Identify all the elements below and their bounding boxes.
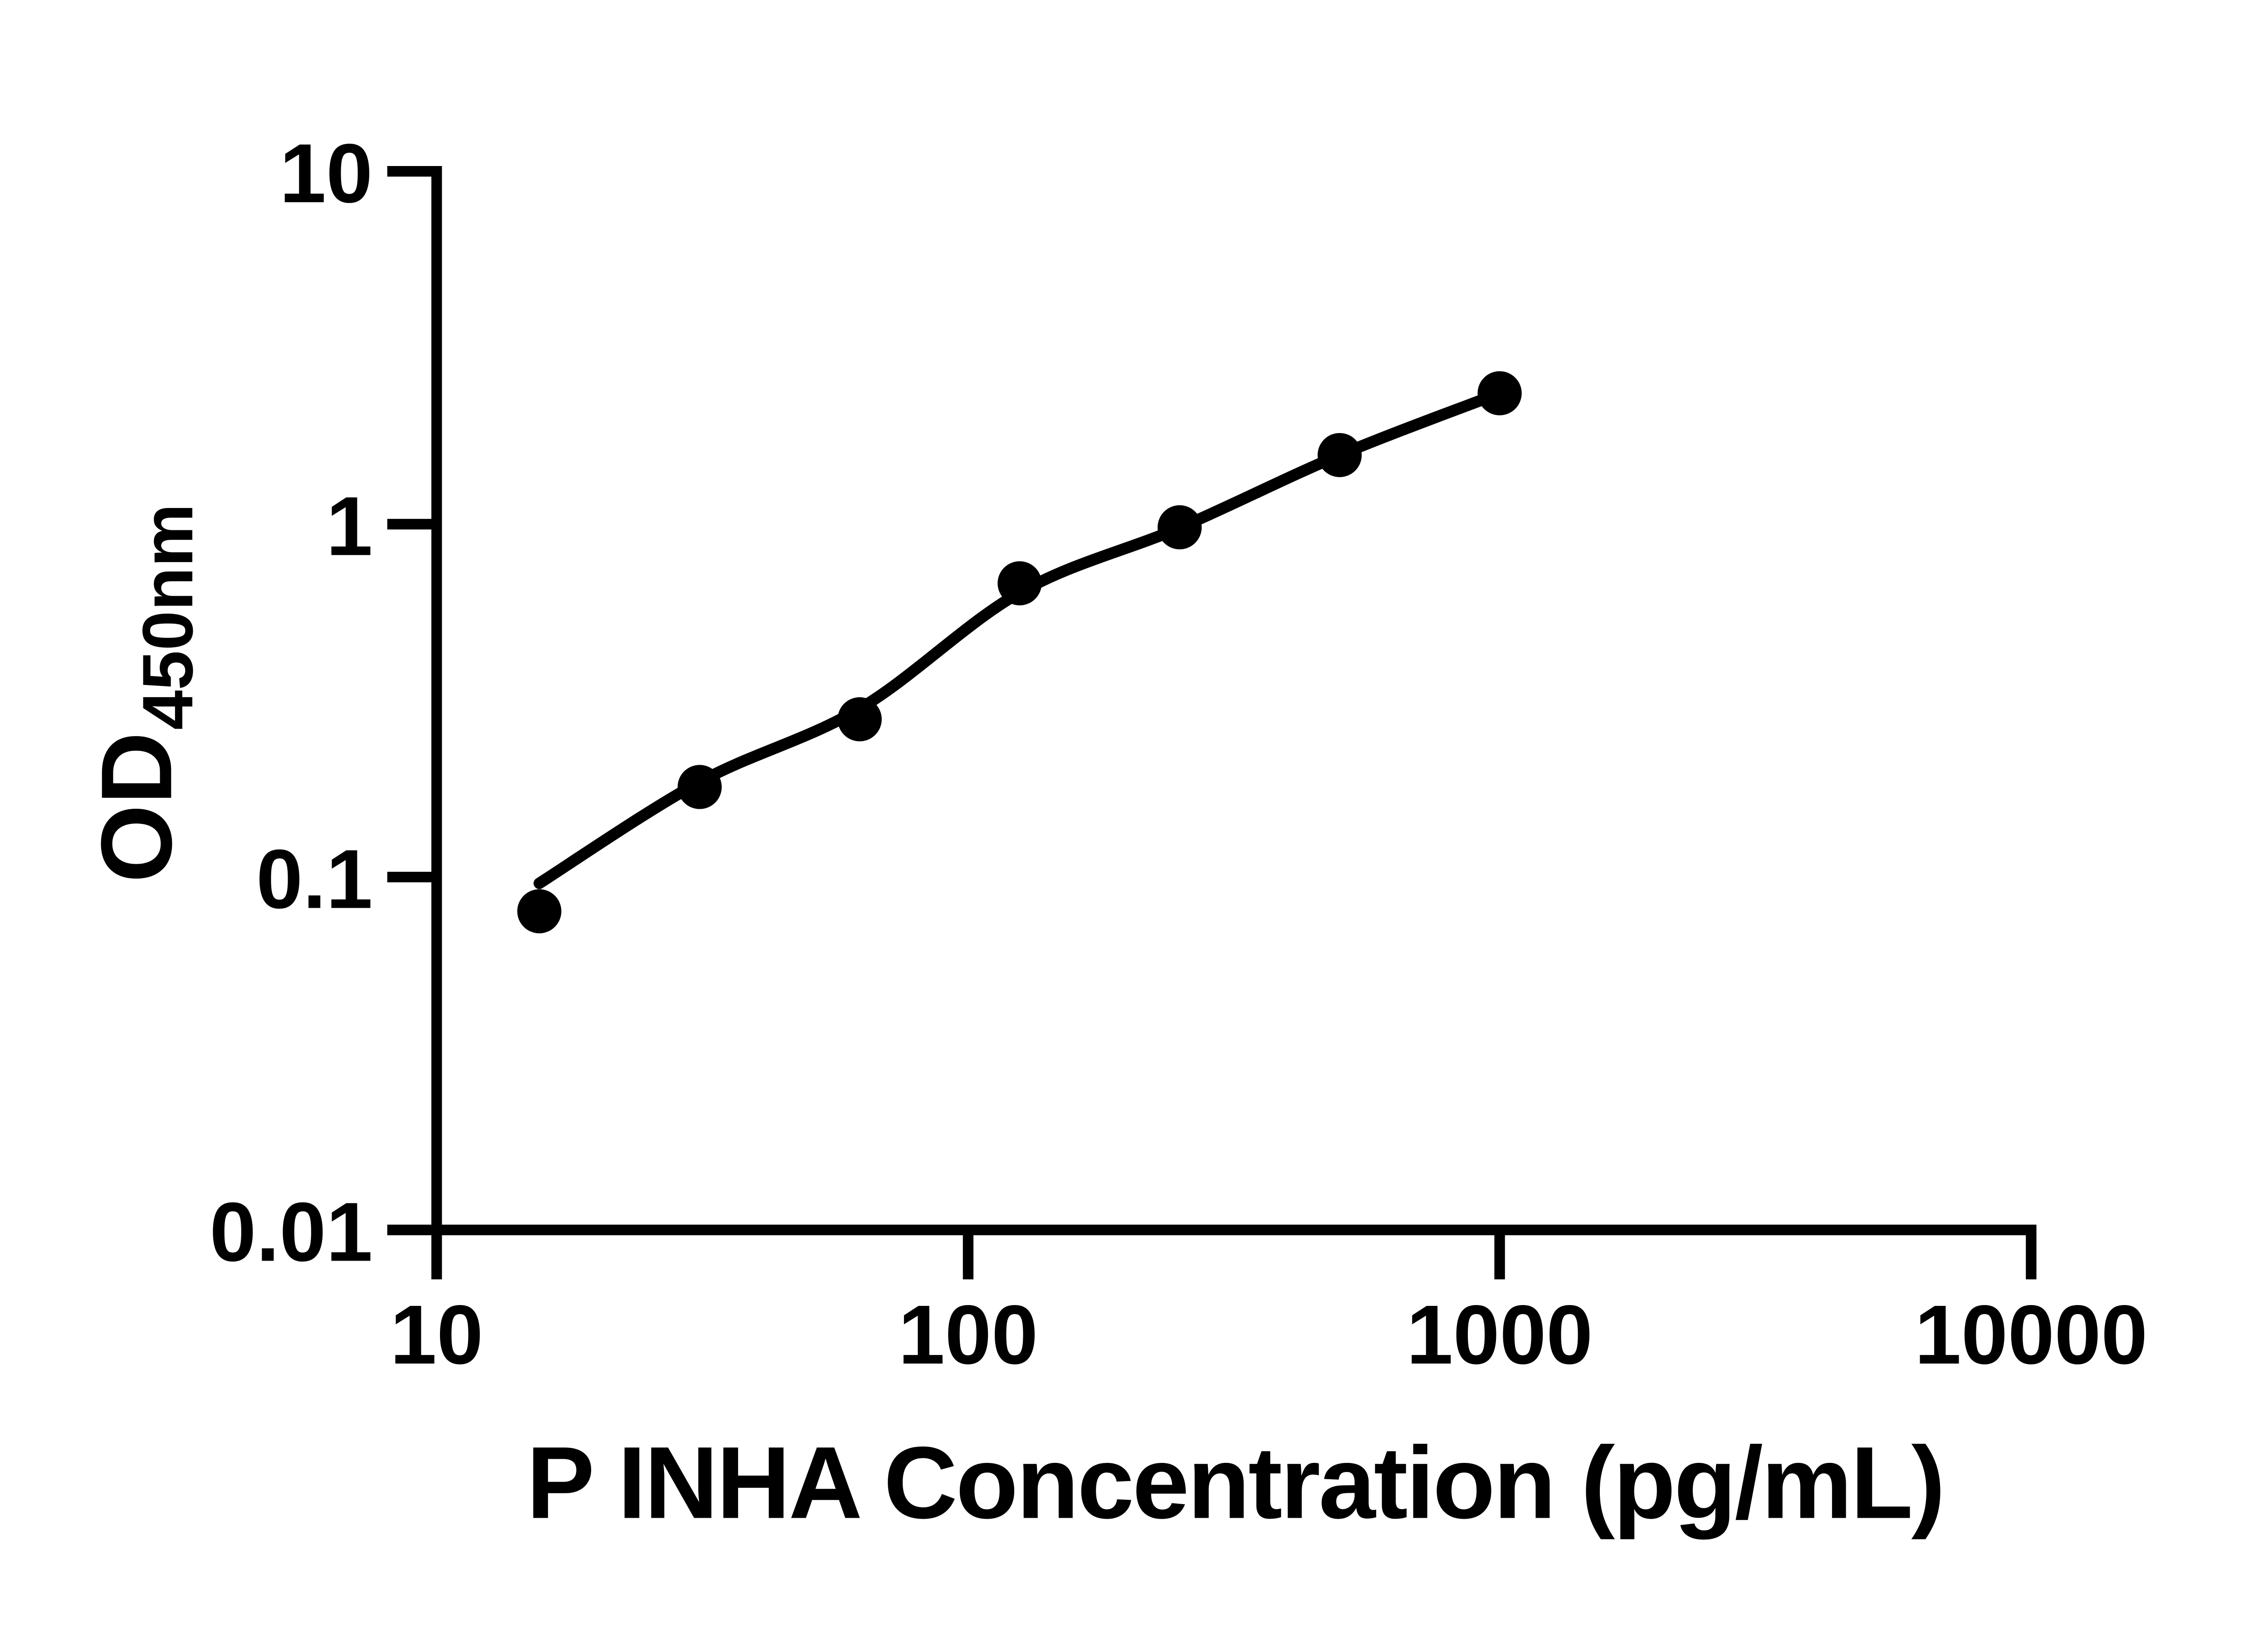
y-axis-title-main: OD [80, 732, 192, 883]
data-point [517, 889, 562, 934]
y-tick-label: 1 [326, 479, 373, 573]
axis-lines [387, 166, 2037, 1280]
y-tick-label: 10 [279, 127, 373, 220]
x-tick-label: 10000 [1915, 1288, 2148, 1382]
axes-group [387, 166, 2037, 1280]
data-point [1317, 433, 1362, 477]
data-point [677, 765, 722, 809]
x-tick-label: 100 [898, 1288, 1038, 1382]
data-points [517, 371, 1522, 934]
y-axis-title-subscript: 450nm [128, 504, 208, 730]
x-tick-labels: 10 100 1000 10000 [390, 1288, 2148, 1382]
y-tick-label: 0.01 [210, 1185, 373, 1279]
data-point [1158, 505, 1202, 549]
y-tick-labels: 10 1 0.1 0.01 [210, 127, 373, 1279]
x-tick-label: 10 [390, 1288, 483, 1382]
x-tick-label: 1000 [1407, 1288, 1593, 1382]
x-axis-title: P INHA Concentration (pg/mL) [527, 1425, 1944, 1540]
data-point [997, 561, 1042, 606]
y-axis-title: OD 450nm [80, 504, 208, 883]
data-point [837, 697, 882, 741]
data-point [1477, 371, 1522, 416]
chart-canvas: 10 1 0.1 0.01 10 100 1000 10000 P INHA Concent… [0, 22, 2268, 1611]
y-tick-label: 0.1 [256, 832, 373, 926]
